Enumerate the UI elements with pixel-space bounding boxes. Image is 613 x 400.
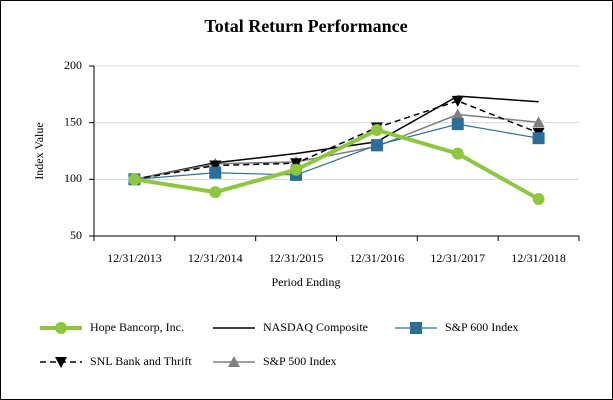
- x-tick-label: 12/31/2013: [107, 251, 162, 265]
- marker: [532, 132, 545, 145]
- marker: [209, 186, 222, 199]
- x-tick-label: 12/31/2016: [350, 251, 405, 265]
- marker: [290, 163, 303, 176]
- marker: [370, 139, 383, 152]
- marker: [451, 118, 464, 131]
- y-tick-label: 50: [70, 228, 82, 242]
- series-line: [134, 100, 539, 181]
- series-line: [134, 123, 539, 180]
- marker: [128, 173, 141, 186]
- x-axis-label: Period Ending: [272, 275, 341, 289]
- legend-label: S&P 600 Index: [445, 320, 519, 334]
- legend-label: NASDAQ Composite: [263, 320, 368, 334]
- legend-marker: [55, 322, 67, 334]
- marker: [451, 147, 464, 160]
- marker: [451, 108, 464, 120]
- marker: [532, 116, 545, 128]
- legend-label: SNL Bank and Thrift: [90, 354, 192, 368]
- marker: [532, 193, 545, 206]
- series-line: [134, 95, 539, 181]
- x-tick-label: 12/31/2017: [430, 251, 485, 265]
- y-axis-label: Index Value: [32, 122, 46, 179]
- y-tick-label: 150: [64, 114, 82, 128]
- legend-label: Hope Bancorp, Inc.: [90, 320, 184, 334]
- x-tick-label: 12/31/2015: [269, 251, 324, 265]
- marker: [451, 95, 464, 107]
- marker: [209, 166, 222, 179]
- series-line: [134, 113, 539, 181]
- y-tick-label: 100: [64, 171, 82, 185]
- series-line: [134, 128, 540, 201]
- x-tick-label: 12/31/2018: [511, 251, 566, 265]
- y-tick-label: 200: [64, 58, 82, 72]
- marker: [209, 160, 222, 172]
- x-tick-label: 12/31/2014: [188, 251, 243, 265]
- legend-marker: [410, 322, 422, 334]
- marker: [370, 124, 383, 137]
- legend-marker: [228, 356, 240, 367]
- chart-title: Total Return Performance: [204, 16, 407, 36]
- legend-marker: [55, 357, 67, 368]
- legend-label: S&P 500 Index: [263, 354, 337, 368]
